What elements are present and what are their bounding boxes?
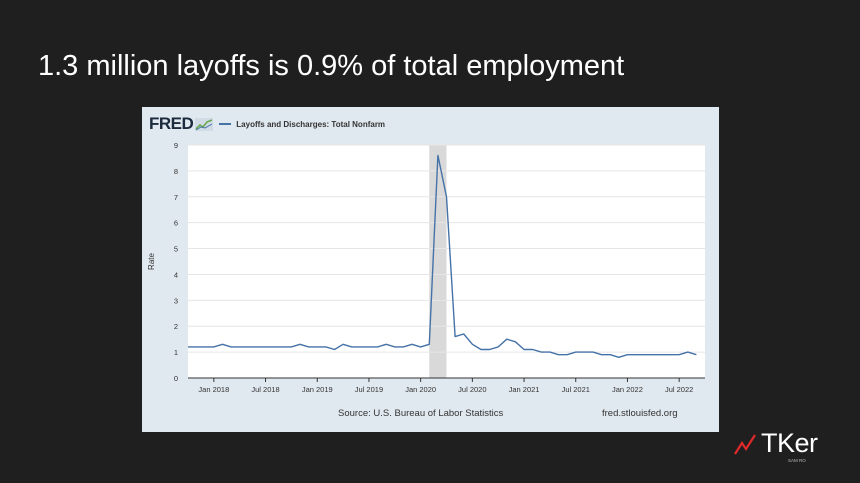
y-tick-label: 1: [174, 348, 178, 357]
legend-label[interactable]: Layoffs and Discharges: Total Nonfarm: [236, 119, 386, 129]
tker-brand: TKer SAM RO: [733, 428, 843, 468]
fred-chart-panel: 0 1 2 3 4 5 6 7 8 9 Jan 2018 Jul 2018 Jan 2019 Jul 20…: [142, 107, 719, 432]
x-tick-label: Jul 2022: [665, 385, 693, 394]
y-tick-label: 5: [174, 245, 178, 254]
fred-logo: FRED: [149, 114, 194, 133]
y-tick-label: 3: [174, 296, 178, 305]
y-tick-label: 8: [174, 167, 178, 176]
tker-logo-icon: [734, 434, 756, 455]
legend-swatch: [219, 123, 232, 125]
x-tick-label: Jan 2022: [612, 385, 643, 394]
brand-name: TKer: [761, 428, 818, 458]
x-tick-label: Jan 2018: [198, 385, 229, 394]
x-tick-label: Jan 2020: [405, 385, 436, 394]
recession-band: [429, 145, 447, 378]
x-tick-label: Jan 2021: [509, 385, 540, 394]
fred-site-link[interactable]: fred.stlouisfed.org: [602, 408, 678, 419]
fred-header: FRED Layoffs and Discharges: Total Nonfa…: [149, 114, 385, 134]
y-tick-label: 7: [174, 193, 178, 202]
y-tick-label: 2: [174, 322, 178, 331]
x-tick-label: Jul 2019: [355, 385, 383, 394]
y-tick-label: 4: [174, 270, 178, 279]
x-tick-label: Jan 2019: [302, 385, 333, 394]
fred-graph-icon: [195, 117, 214, 131]
x-tick-label: Jul 2021: [562, 385, 590, 394]
source-note: Source: U.S. Bureau of Labor Statistics: [338, 408, 504, 419]
y-tick-label: 0: [174, 374, 178, 383]
series-line: [188, 154, 697, 359]
y-tick-label: 9: [174, 141, 178, 150]
chart-plot: 0 1 2 3 4 5 6 7 8 9 Jan 2018 Jul 2018 Jan 2019 Jul 20…: [147, 141, 705, 394]
y-axis-title: Rate: [147, 253, 156, 270]
slide-title: 1.3 million layoffs is 0.9% of total emp…: [38, 50, 625, 82]
x-tick-label: Jul 2018: [251, 385, 279, 394]
y-tick-label: 6: [174, 219, 178, 228]
x-tick-label: Jul 2020: [458, 385, 486, 394]
brand-subtitle: SAM RO: [788, 458, 806, 463]
